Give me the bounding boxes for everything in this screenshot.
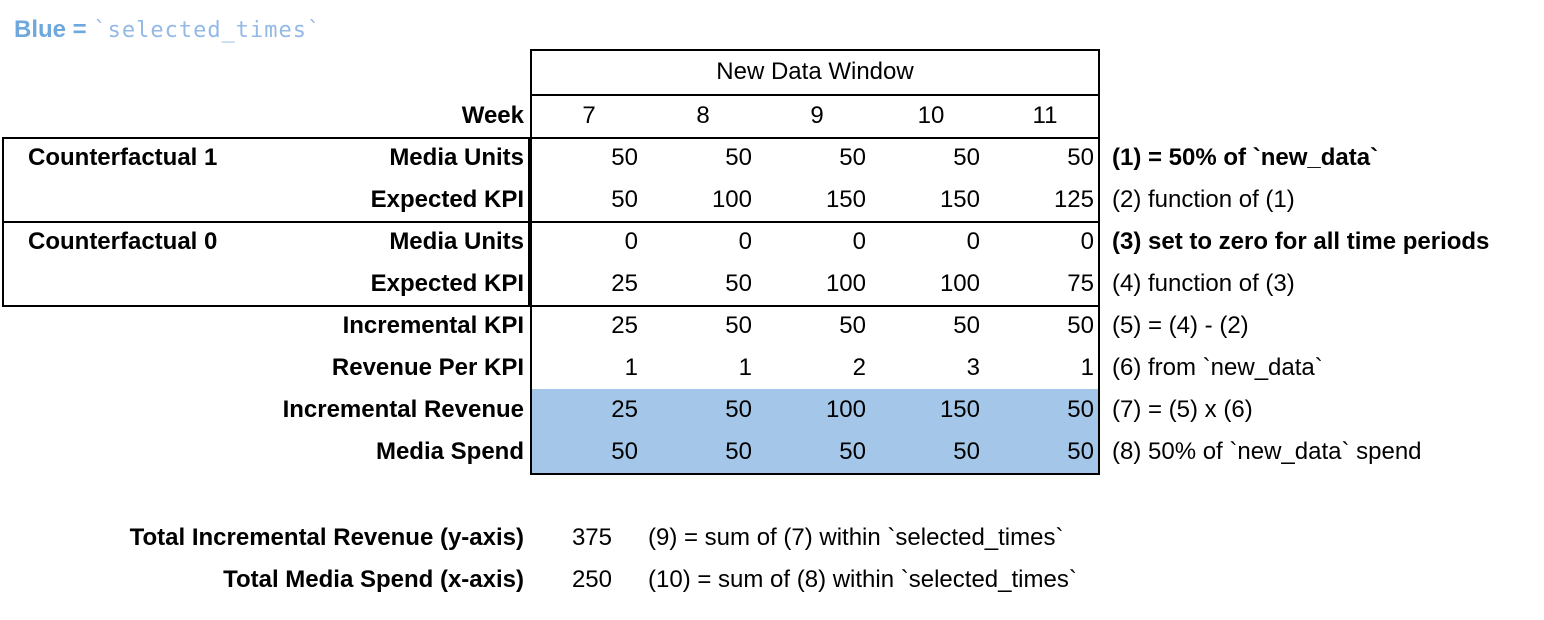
cell: 100: [825, 396, 866, 423]
annotation-3: (3) set to zero for all time periods: [1112, 228, 1490, 255]
table-row: Expected KPI 25 50 100 100 75 (4) functi…: [0, 263, 1544, 305]
annotation-1: (1) = 50% of `new_data`: [1112, 144, 1379, 171]
cell: 50: [611, 186, 638, 213]
spacer: [0, 263, 268, 305]
spacer: [0, 95, 268, 137]
group-label-counterfactual-1: Counterfactual 1: [28, 144, 218, 171]
cell: 50: [839, 312, 866, 339]
cell: 50: [953, 312, 980, 339]
group-label-counterfactual-0: Counterfactual 0: [28, 228, 218, 255]
cell: 50: [725, 144, 752, 171]
cell: 50: [1067, 396, 1094, 423]
cell: 3: [966, 354, 980, 381]
row-label: Incremental KPI: [342, 312, 524, 339]
table-row: Incremental KPI 25 50 50 50 50 (5) = (4)…: [0, 305, 1544, 347]
legend-blue-label: Blue =: [14, 16, 94, 43]
week-number: 7: [582, 102, 596, 129]
cell: 25: [611, 270, 638, 297]
summary-row-total-media-spend: Total Media Spend (x-axis) 250 (10) = su…: [0, 559, 1544, 601]
cell: 100: [825, 270, 866, 297]
cell: 125: [1053, 186, 1094, 213]
cell: 50: [839, 144, 866, 171]
cell: 1: [624, 354, 638, 381]
cell: 50: [611, 438, 638, 465]
annotation-4: (4) function of (3): [1112, 270, 1295, 297]
cell: 1: [738, 354, 752, 381]
table-row: Counterfactual 1 Media Units 50 50 50 50…: [0, 137, 1544, 179]
row-label: Media Spend: [375, 438, 524, 465]
summary-label: Total Incremental Revenue (y-axis): [129, 524, 524, 551]
spacer: [0, 305, 268, 347]
spacer: [0, 431, 268, 473]
annotation-8: (8) 50% of `new_data` spend: [1112, 438, 1422, 465]
cell: 50: [839, 438, 866, 465]
cell: 100: [939, 270, 980, 297]
cell: 75: [1067, 270, 1094, 297]
week-number: 10: [917, 102, 945, 129]
spacer: [0, 347, 268, 389]
row-label: Media Units: [389, 144, 524, 171]
annotation-9: (9) = sum of (7) within `selected_times`: [648, 524, 1064, 551]
table-row-highlighted: Incremental Revenue 25 50 100 150 50 (7)…: [0, 389, 1544, 431]
cell: 150: [825, 186, 866, 213]
table-row: Expected KPI 50 100 150 150 125 (2) func…: [0, 179, 1544, 221]
cell: 0: [624, 228, 638, 255]
table-row: Revenue Per KPI 1 1 2 3 1 (6) from `new_…: [0, 347, 1544, 389]
row-label: Revenue Per KPI: [331, 354, 524, 381]
cell: 50: [611, 144, 638, 171]
summary-row-total-incremental-revenue: Total Incremental Revenue (y-axis) 375 (…: [0, 517, 1544, 559]
table-row-highlighted: Media Spend 50 50 50 50 50 (8) 50% of `n…: [0, 431, 1544, 473]
legend-selected-times-code: `selected_times`: [93, 18, 322, 43]
cell: 50: [1067, 144, 1094, 171]
cell: 150: [939, 186, 980, 213]
annotation-5: (5) = (4) - (2): [1112, 312, 1249, 339]
summary-value: 250: [571, 566, 612, 593]
cell: 0: [738, 228, 752, 255]
week-number: 8: [696, 102, 710, 129]
row-label: Media Units: [389, 228, 524, 255]
spacer: [0, 179, 268, 221]
legend: Blue = `selected_times`: [14, 14, 321, 46]
cell: 50: [725, 438, 752, 465]
week-number: 9: [810, 102, 824, 129]
annotation-2: (2) function of (1): [1112, 186, 1295, 213]
cell: 50: [1067, 438, 1094, 465]
week-number: 11: [1032, 102, 1058, 129]
week-row: Week 7 8 9 10 11: [0, 95, 1544, 137]
cell: 50: [953, 144, 980, 171]
annotation-7: (7) = (5) x (6): [1112, 396, 1253, 423]
cell: 2: [852, 354, 866, 381]
cell: 50: [725, 312, 752, 339]
new-data-window-title: New Data Window: [716, 58, 914, 85]
annotation-6: (6) from `new_data`: [1112, 354, 1323, 381]
spacer: [0, 389, 268, 431]
annotation-10: (10) = sum of (8) within `selected_times…: [648, 566, 1077, 593]
week-label: Week: [461, 102, 524, 129]
cell: 50: [1067, 312, 1094, 339]
cell: 0: [1080, 228, 1094, 255]
row-label: Incremental Revenue: [282, 396, 524, 423]
cell: 50: [725, 396, 752, 423]
cell: 0: [852, 228, 866, 255]
summary-label: Total Media Spend (x-axis): [223, 566, 524, 593]
cell: 100: [711, 186, 752, 213]
cell: 50: [725, 270, 752, 297]
summary-value: 375: [571, 524, 612, 551]
table-row: Counterfactual 0 Media Units 0 0 0 0 0 (…: [0, 221, 1544, 263]
cell: 1: [1080, 354, 1094, 381]
cell: 25: [611, 312, 638, 339]
row-label: Expected KPI: [370, 186, 524, 213]
spacer: [1112, 95, 1544, 137]
cell: 150: [939, 396, 980, 423]
row-label: Expected KPI: [370, 270, 524, 297]
cell: 25: [611, 396, 638, 423]
cell: 50: [953, 438, 980, 465]
cell: 0: [966, 228, 980, 255]
